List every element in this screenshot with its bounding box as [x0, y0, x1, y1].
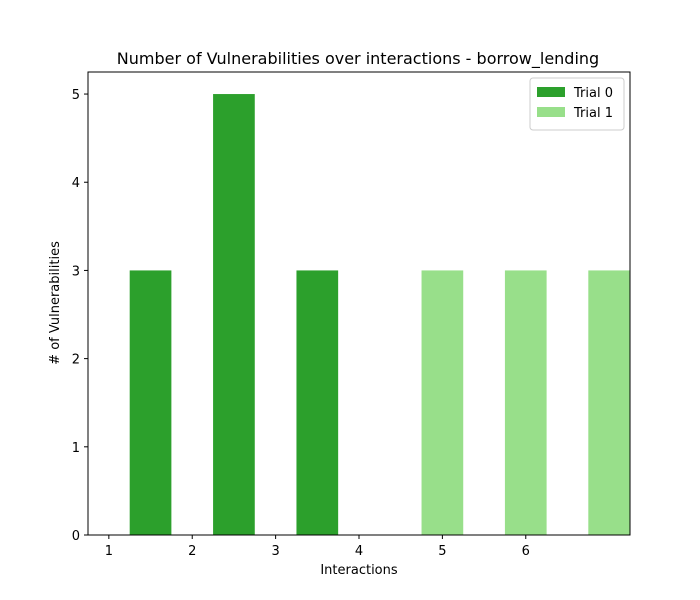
bar-series-1-2: [588, 270, 630, 535]
x-tick-label-5: 6: [522, 544, 530, 559]
bar-series-0-0: [129, 270, 172, 535]
legend-label-1: Trial 1: [573, 106, 613, 121]
bar-series-0-2: [296, 270, 339, 535]
legend: Trial 0 Trial 1: [529, 77, 625, 131]
legend-swatch-1: [537, 107, 565, 117]
x-tick-label-4: 5: [438, 544, 446, 559]
x-tick-label-2: 3: [271, 544, 279, 559]
y-tick-label-2: 2: [72, 353, 80, 368]
x-tick-label-3: 4: [355, 544, 363, 559]
x-tick-label-0: 1: [105, 544, 113, 559]
legend-swatch-0: [537, 87, 565, 97]
x-axis-label: Interactions: [320, 563, 398, 578]
bars-layer: [129, 94, 630, 536]
x-axis: 1 2 3 4 5 6: [105, 535, 530, 559]
y-tick-label-4: 4: [72, 176, 80, 191]
x-tick-label-1: 2: [188, 544, 196, 559]
bar-series-0-1: [213, 94, 255, 536]
y-tick-label-3: 3: [72, 264, 80, 279]
chart-title: Number of Vulnerabilities over interacti…: [117, 49, 599, 69]
y-tick-label-5: 5: [72, 88, 80, 103]
y-axis-label: # of Vulnerabilities: [48, 241, 63, 365]
y-axis: 0 1 2 3 4 5: [72, 88, 88, 544]
bar-series-1-1: [504, 270, 547, 535]
y-tick-label-1: 1: [72, 441, 80, 456]
legend-label-0: Trial 0: [573, 86, 613, 101]
bar-series-1-0: [421, 270, 464, 535]
y-tick-label-0: 0: [72, 529, 80, 544]
